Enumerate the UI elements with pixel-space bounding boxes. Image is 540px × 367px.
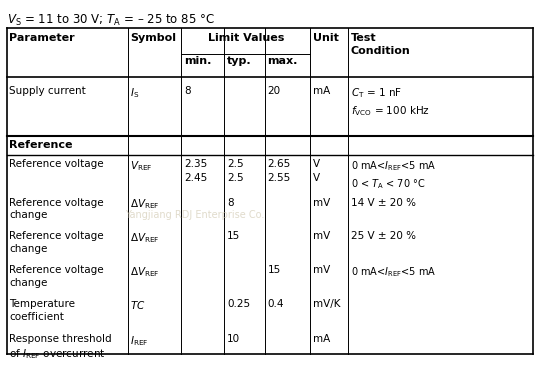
Text: Yangjiang RDJ Enterprise Co.: Yangjiang RDJ Enterprise Co. <box>125 210 265 220</box>
Text: Reference voltage
change: Reference voltage change <box>9 197 104 220</box>
Text: 2.5
2.5: 2.5 2.5 <box>227 159 244 182</box>
Text: 25 V ± 20 %: 25 V ± 20 % <box>350 232 416 241</box>
Text: mA: mA <box>313 334 330 344</box>
Text: 0.25: 0.25 <box>227 299 250 309</box>
Text: 10: 10 <box>227 334 240 344</box>
Text: mV: mV <box>313 265 330 275</box>
Text: $TC$: $TC$ <box>130 299 146 311</box>
Text: Response threshold
of $I_\mathrm{REF}$ overcurrent: Response threshold of $I_\mathrm{REF}$ o… <box>9 334 112 360</box>
Text: Reference: Reference <box>9 140 73 150</box>
Text: 14 V ± 20 %: 14 V ± 20 % <box>350 197 416 208</box>
Text: 8: 8 <box>227 197 234 208</box>
Text: Temperature
coefficient: Temperature coefficient <box>9 299 76 321</box>
Text: max.: max. <box>267 56 298 66</box>
Text: 0 mA<$I_\mathrm{REF}$<5 mA: 0 mA<$I_\mathrm{REF}$<5 mA <box>350 265 436 279</box>
Text: $\Delta V_\mathrm{REF}$: $\Delta V_\mathrm{REF}$ <box>130 232 160 245</box>
Text: Unit: Unit <box>313 33 339 43</box>
Text: Reference voltage
change: Reference voltage change <box>9 232 104 254</box>
Text: Supply current: Supply current <box>9 86 86 96</box>
Text: 0.4: 0.4 <box>267 299 284 309</box>
Text: mV: mV <box>313 197 330 208</box>
Text: 0 mA<$I_\mathrm{REF}$<5 mA
0 < $T_\mathrm{A}$ < 70 °C: 0 mA<$I_\mathrm{REF}$<5 mA 0 < $T_\mathr… <box>350 159 436 191</box>
Text: Reference voltage: Reference voltage <box>9 159 104 170</box>
Text: Reference voltage
change: Reference voltage change <box>9 265 104 288</box>
Text: Parameter: Parameter <box>9 33 75 43</box>
Text: 15: 15 <box>227 232 240 241</box>
Text: $I_\mathrm{S}$: $I_\mathrm{S}$ <box>130 86 139 100</box>
Text: $V_\mathrm{REF}$: $V_\mathrm{REF}$ <box>130 159 153 173</box>
Text: 2.35
2.45: 2.35 2.45 <box>184 159 207 182</box>
Text: mV/K: mV/K <box>313 299 341 309</box>
Text: mV: mV <box>313 232 330 241</box>
Text: 20: 20 <box>267 86 280 96</box>
Text: Test
Condition: Test Condition <box>350 33 410 56</box>
Text: mA: mA <box>313 86 330 96</box>
Text: 15: 15 <box>267 265 281 275</box>
Text: $C_\mathrm{T}$ = 1 nF
$f_\mathrm{VCO}$ = 100 kHz: $C_\mathrm{T}$ = 1 nF $f_\mathrm{VCO}$ =… <box>350 86 429 118</box>
Text: $I_\mathrm{REF}$: $I_\mathrm{REF}$ <box>130 334 149 348</box>
Text: $\Delta V_\mathrm{REF}$: $\Delta V_\mathrm{REF}$ <box>130 265 160 279</box>
Text: 2.65
2.55: 2.65 2.55 <box>267 159 291 182</box>
Text: $V_\mathrm{S}$ = 11 to 30 V; $T_\mathrm{A}$ = – 25 to 85 °C: $V_\mathrm{S}$ = 11 to 30 V; $T_\mathrm{… <box>7 13 215 28</box>
Text: 8: 8 <box>184 86 191 96</box>
Text: min.: min. <box>184 56 212 66</box>
Text: Symbol: Symbol <box>130 33 177 43</box>
Text: typ.: typ. <box>227 56 252 66</box>
Text: V
V: V V <box>313 159 320 182</box>
Text: $\Delta V_\mathrm{REF}$: $\Delta V_\mathrm{REF}$ <box>130 197 160 211</box>
Text: Limit Values: Limit Values <box>208 33 284 43</box>
